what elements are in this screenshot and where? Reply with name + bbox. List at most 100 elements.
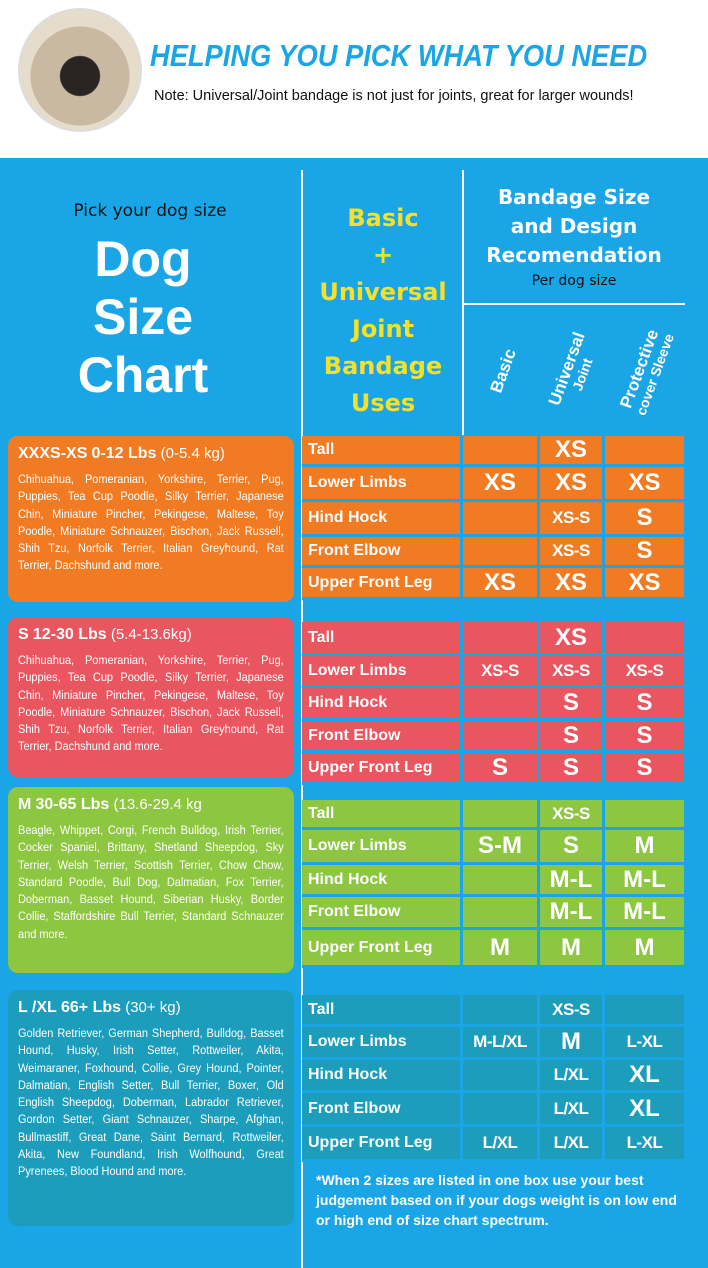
column-label: Protective cover Sleeve (616, 325, 677, 416)
size-lbs: 12-30 Lbs (32, 626, 107, 643)
column-label: Basic (486, 346, 519, 395)
use-label: Front Elbow (302, 897, 463, 930)
size-label: S (18, 626, 29, 643)
uses-header: Basic + Universal Joint Bandage Uses (304, 200, 462, 422)
column-header-protective: Protective cover Sleeve (609, 310, 684, 432)
size-cell (463, 995, 540, 1027)
size-kg: (0-5.4 kg) (160, 445, 225, 462)
use-label: Tall (302, 622, 463, 656)
size-cell: L/XL (540, 1060, 605, 1093)
size-cell: XS-S (540, 800, 605, 830)
size-cell: L/XL (463, 1127, 540, 1162)
size-heading: XXXS-XS 0-12 Lbs (0-5.4 kg) (18, 444, 284, 463)
chart-title: Dog Size Chart (0, 230, 286, 404)
table-row: Front Elbow S S (302, 721, 684, 753)
size-cell: XS (463, 568, 540, 600)
column-header-basic: Basic (466, 310, 541, 432)
uses-line: Bandage (323, 352, 443, 380)
header-title: HELPING YOU PICK WHAT YOU NEED (150, 38, 648, 73)
table-row: Hind Hock M-L M-L (302, 865, 684, 897)
size-cell: S (605, 502, 684, 537)
size-box-lxl: L /XL 66+ Lbs (30+ kg) Golden Retriever, … (8, 990, 294, 1226)
size-cell: M-L (605, 865, 684, 897)
table-row: Tall XS (302, 622, 684, 656)
table-row: Tall XS-S (302, 995, 684, 1027)
use-label: Tall (302, 800, 463, 830)
size-cell: S (605, 753, 684, 785)
table-row: Lower Limbs XS-S XS-S XS-S (302, 656, 684, 688)
size-cell (463, 865, 540, 897)
header-note: Note: Universal/Joint bandage is not jus… (154, 88, 634, 104)
use-label: Hind Hock (302, 688, 463, 721)
size-cell (605, 995, 684, 1027)
size-cell: S (540, 753, 605, 785)
size-cell: L-XL (605, 1027, 684, 1060)
rec-line: Recomendation (486, 243, 662, 267)
uses-line: Joint (351, 315, 415, 343)
use-label: Lower Limbs (302, 830, 463, 865)
size-label: M (18, 796, 32, 813)
table-row: Upper Front Leg XS XS XS (302, 568, 684, 600)
use-label: Lower Limbs (302, 656, 463, 688)
size-cell: L/XL (540, 1093, 605, 1127)
size-box-s: S 12-30 Lbs (5.4-13.6kg) Chihuahua, Pomer… (8, 617, 294, 777)
per-dog-size: Per dog size (531, 273, 617, 289)
divider (463, 303, 685, 305)
size-cell: M (463, 930, 540, 968)
breed-list: Golden Retriever, German Shepherd, Bulld… (18, 1026, 284, 1179)
size-cell: S (463, 753, 540, 785)
title-line: Chart (77, 347, 209, 403)
size-cell: M (540, 930, 605, 968)
size-cell: M (605, 930, 684, 968)
size-cell: XS (540, 467, 605, 502)
size-cell: S (540, 830, 605, 865)
table-row: Tall XS-S (302, 800, 684, 830)
size-cell: XL (605, 1060, 684, 1093)
size-cell: XS-S (605, 656, 684, 688)
size-label: XXXS-XS (18, 445, 88, 462)
recommendation-header: Bandage Size and Design Recomendation (465, 183, 683, 270)
size-kg: (30+ kg) (125, 999, 181, 1016)
size-lbs: 0-12 Lbs (91, 445, 157, 462)
size-cell (463, 537, 540, 568)
use-label: Front Elbow (302, 721, 463, 753)
pug-photo (18, 8, 142, 132)
use-label: Lower Limbs (302, 467, 463, 502)
use-label: Hind Hock (302, 502, 463, 537)
size-cell: M (605, 830, 684, 865)
size-cell: M (540, 1027, 605, 1060)
size-cell (605, 436, 684, 467)
size-cell (463, 1060, 540, 1093)
size-lbs: 30-65 Lbs (35, 796, 110, 813)
size-cell: M-L (605, 897, 684, 930)
size-cell: XS (605, 568, 684, 600)
size-cell: XS (463, 467, 540, 502)
table-row: Lower Limbs XS XS XS (302, 467, 684, 502)
size-cell: S-M (463, 830, 540, 865)
use-label: Hind Hock (302, 865, 463, 897)
breed-list: Chihuahua, Pomeranian, Yorkshire, Terrie… (18, 472, 284, 573)
rec-line: and Design (510, 214, 638, 238)
header: HELPING YOU PICK WHAT YOU NEED Note: Uni… (0, 0, 708, 158)
table-row: Hind Hock S S (302, 688, 684, 721)
size-cell: S (540, 721, 605, 753)
size-cell (463, 1093, 540, 1127)
table-row: Tall XS (302, 436, 684, 467)
table-row: Lower Limbs M-L/XL M L-XL (302, 1027, 684, 1060)
table-row: Upper Front Leg S S S (302, 753, 684, 785)
size-cell (463, 721, 540, 753)
size-cell: XL (605, 1093, 684, 1127)
title-line: Dog (94, 231, 192, 287)
size-cell: XS-S (540, 995, 605, 1027)
use-label: Upper Front Leg (302, 753, 463, 785)
size-cell (463, 688, 540, 721)
size-cell (463, 897, 540, 930)
uses-line: Basic (347, 204, 419, 232)
table-row: Front Elbow M-L M-L (302, 897, 684, 930)
size-cell: XS (605, 467, 684, 502)
uses-line: Universal (319, 278, 447, 306)
divider (462, 170, 464, 435)
use-label: Upper Front Leg (302, 1127, 463, 1162)
size-heading: L /XL 66+ Lbs (30+ kg) (18, 998, 284, 1017)
size-cell: XS (540, 436, 605, 467)
